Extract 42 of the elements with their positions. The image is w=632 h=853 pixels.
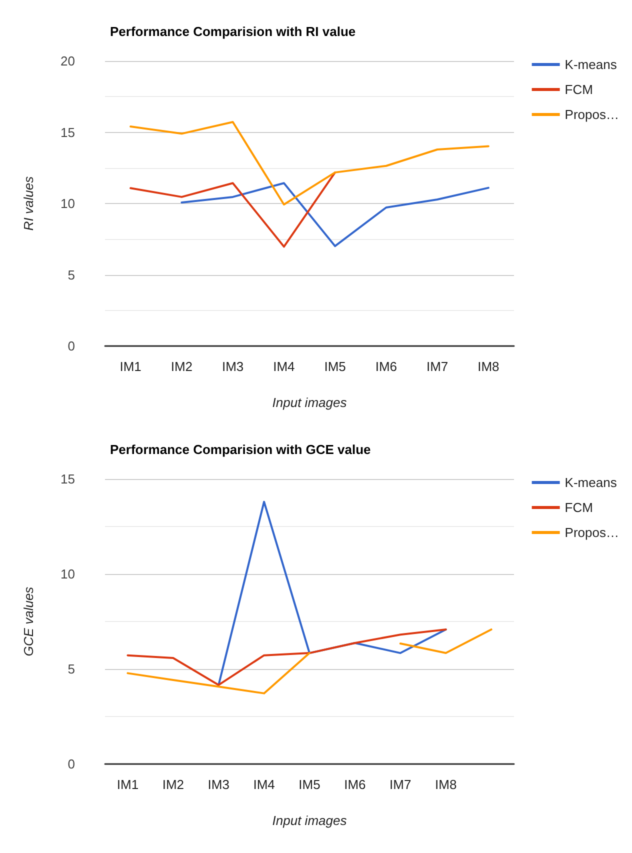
line-series bbox=[126, 628, 447, 686]
line-series bbox=[130, 120, 490, 206]
legend-label: K-means bbox=[564, 57, 618, 72]
x-tick-label: IM8 bbox=[434, 777, 457, 792]
y-tick-label: 10 bbox=[60, 196, 75, 211]
line-series bbox=[180, 182, 490, 248]
y-tick-label: 10 bbox=[60, 566, 75, 582]
x-axis-title: Input images bbox=[272, 395, 348, 410]
chart-title: Performance Comparision with GCE value bbox=[110, 442, 371, 457]
y-tick-label: 15 bbox=[60, 124, 75, 140]
x-tick-label: IM1 bbox=[120, 359, 142, 374]
y-axis-title: RI values bbox=[21, 176, 36, 231]
x-tick-label: IM7 bbox=[426, 359, 448, 374]
legend-label: Propos… bbox=[564, 107, 620, 122]
line-series bbox=[130, 171, 336, 248]
y-tick-label: 15 bbox=[60, 472, 75, 486]
legend-label: FCM bbox=[564, 82, 593, 97]
x-tick-label: IM1 bbox=[116, 777, 139, 792]
x-tick-label: IM8 bbox=[478, 359, 500, 374]
y-axis-title: GCE values bbox=[21, 586, 36, 656]
x-tick-label: IM7 bbox=[390, 777, 412, 792]
x-tick-label: IM3 bbox=[222, 359, 244, 374]
legend-label: FCM bbox=[564, 500, 593, 515]
x-tick-label: IM6 bbox=[375, 359, 398, 374]
y-tick-label: 0 bbox=[68, 338, 75, 354]
y-tick-label: 20 bbox=[60, 54, 75, 68]
x-tick-label: IM4 bbox=[253, 777, 275, 792]
x-tick-label: IM3 bbox=[208, 777, 230, 792]
x-tick-label: IM6 bbox=[344, 777, 366, 792]
legend-label: Propos… bbox=[564, 525, 620, 540]
legend-label: K-means bbox=[564, 475, 618, 490]
x-tick-label: IM2 bbox=[170, 359, 193, 374]
y-tick-label: 5 bbox=[68, 662, 75, 676]
x-axis-title: Input images bbox=[272, 813, 348, 828]
x-tick-label: IM2 bbox=[162, 777, 184, 792]
x-tick-label: IM5 bbox=[324, 359, 346, 374]
y-tick-label: 0 bbox=[68, 756, 75, 772]
x-tick-label: IM5 bbox=[298, 777, 320, 792]
line-series bbox=[218, 500, 447, 686]
chart-title: Performance Comparision with RI value bbox=[110, 24, 356, 39]
x-tick-label: IM4 bbox=[273, 359, 295, 374]
y-tick-label: 5 bbox=[68, 267, 75, 282]
